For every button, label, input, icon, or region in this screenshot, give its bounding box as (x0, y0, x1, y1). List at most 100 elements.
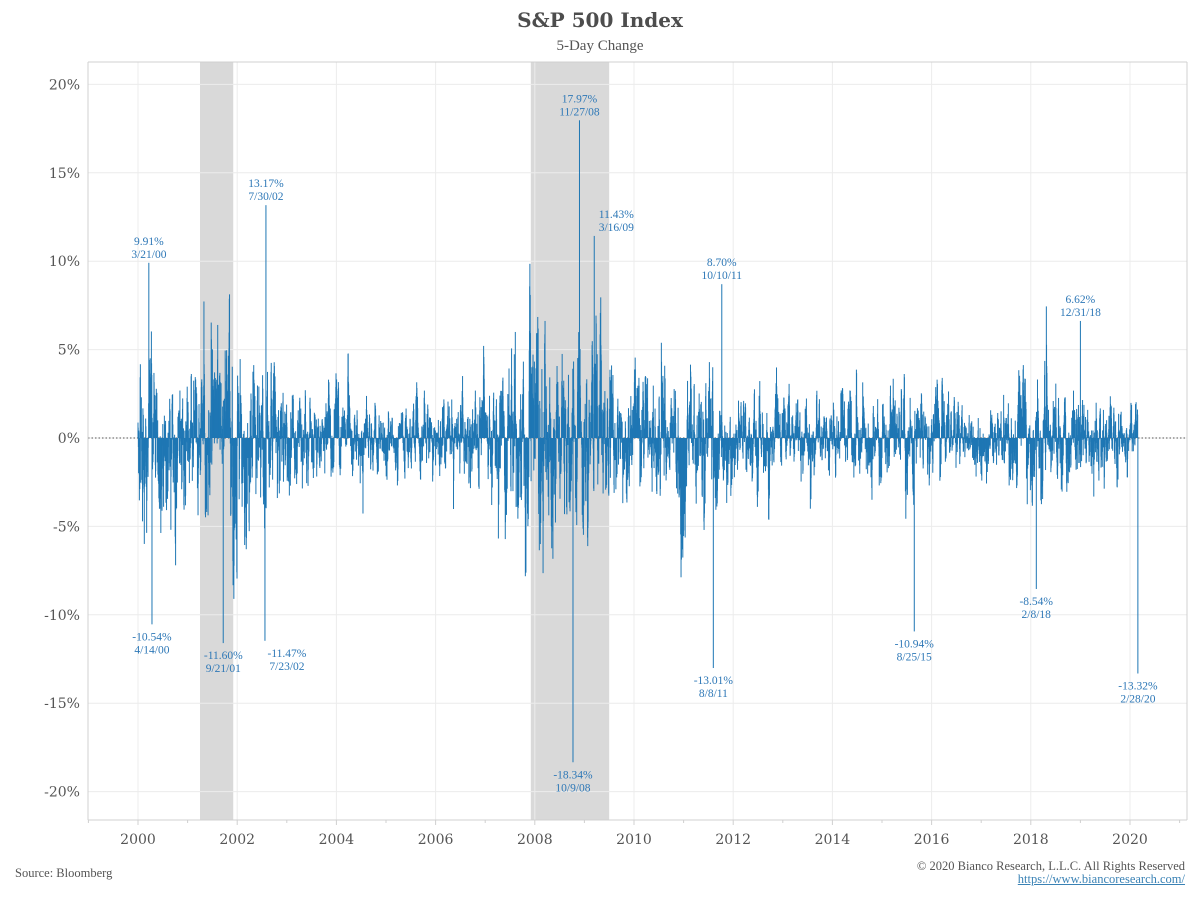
series-bar (578, 120, 580, 438)
series-bar (1036, 438, 1038, 447)
series-bar (902, 438, 904, 439)
series-bar (898, 438, 900, 442)
series-bar (1051, 438, 1053, 452)
series-bar (832, 438, 834, 450)
series-bar (950, 411, 952, 438)
series-bar (904, 410, 906, 438)
series-bar (850, 400, 852, 438)
series-bar (1082, 415, 1084, 438)
series-bar (523, 387, 525, 438)
series-bar (1071, 438, 1073, 440)
series-bar (172, 424, 174, 438)
series-bar (842, 416, 844, 438)
series-bar (1089, 438, 1091, 453)
series-bar (1091, 438, 1093, 474)
series-bar (965, 438, 967, 441)
series-bar (384, 427, 386, 438)
series-bar (260, 438, 262, 498)
series-bar (885, 429, 887, 438)
series-bar (571, 438, 573, 441)
series-bar (138, 430, 140, 438)
series-bar (508, 368, 510, 438)
series-bar (147, 438, 149, 448)
series-bar (673, 438, 675, 453)
series-bar (480, 438, 482, 456)
series-bar (431, 435, 433, 438)
series-bar (847, 438, 849, 458)
series-bar (838, 437, 840, 439)
series-bar (499, 438, 501, 468)
series-bar (190, 373, 192, 438)
series-bar (770, 438, 772, 448)
series-bar (741, 435, 743, 438)
series-bar (697, 438, 699, 466)
series-bar (837, 438, 839, 452)
series-bar (527, 438, 529, 520)
series-bar (365, 438, 367, 440)
series-bar (792, 424, 794, 438)
series-bar (484, 414, 486, 438)
series-bar (802, 438, 804, 471)
series-bar (379, 436, 381, 438)
series-bar (296, 438, 298, 474)
series-bar (159, 436, 161, 438)
series-bar (960, 437, 962, 439)
series-bar (690, 388, 692, 438)
series-bar (601, 409, 603, 438)
series-bar (1011, 429, 1013, 438)
series-bar (268, 438, 270, 464)
series-bar (271, 399, 273, 438)
series-bar (788, 405, 790, 438)
series-bar (1107, 438, 1109, 452)
series-bar (894, 438, 896, 452)
gridlines (88, 62, 1187, 820)
series-bar (884, 438, 886, 453)
series-bar (1010, 418, 1012, 438)
series-bar (629, 438, 631, 443)
series-bar (358, 437, 360, 439)
series-bar (230, 427, 232, 438)
series-bar (770, 433, 772, 438)
series-bar (276, 431, 278, 438)
series-bar (1036, 430, 1038, 438)
series-bar (1008, 424, 1010, 438)
series-bar (439, 438, 441, 477)
series-bar (704, 438, 706, 445)
series-bar (925, 438, 927, 440)
series-bar (1026, 438, 1028, 467)
series-bar (963, 438, 965, 449)
series-bar (352, 438, 354, 471)
series-bar (421, 438, 423, 461)
series-bar (607, 426, 609, 438)
series-bar (452, 424, 454, 438)
series-bar (1050, 438, 1052, 466)
series-bar (264, 438, 266, 641)
series-bar (324, 438, 326, 474)
series-bar (641, 438, 643, 443)
series-bar (141, 436, 143, 438)
series-bar (383, 438, 385, 461)
series-bar (371, 428, 373, 438)
series-bar (779, 413, 781, 438)
series-bar (829, 424, 831, 438)
series-bar (177, 438, 179, 451)
series-bar (340, 427, 342, 438)
series-bar (711, 425, 713, 438)
series-bar (451, 438, 453, 441)
series-bar (353, 438, 355, 442)
series-bar (1074, 437, 1076, 439)
series-bar (494, 420, 496, 438)
series-bar (386, 438, 388, 480)
series-bar (179, 390, 181, 438)
series-bar (345, 438, 347, 447)
series-bar (189, 428, 191, 438)
series-bar (836, 435, 838, 438)
series-bar (566, 438, 568, 473)
series-bar (1003, 419, 1005, 438)
series-bar (754, 438, 756, 448)
series-bar (877, 399, 879, 438)
series-bar (286, 426, 288, 438)
series-bar (207, 438, 209, 463)
series-bar (305, 421, 307, 438)
series-bar (998, 438, 1000, 451)
